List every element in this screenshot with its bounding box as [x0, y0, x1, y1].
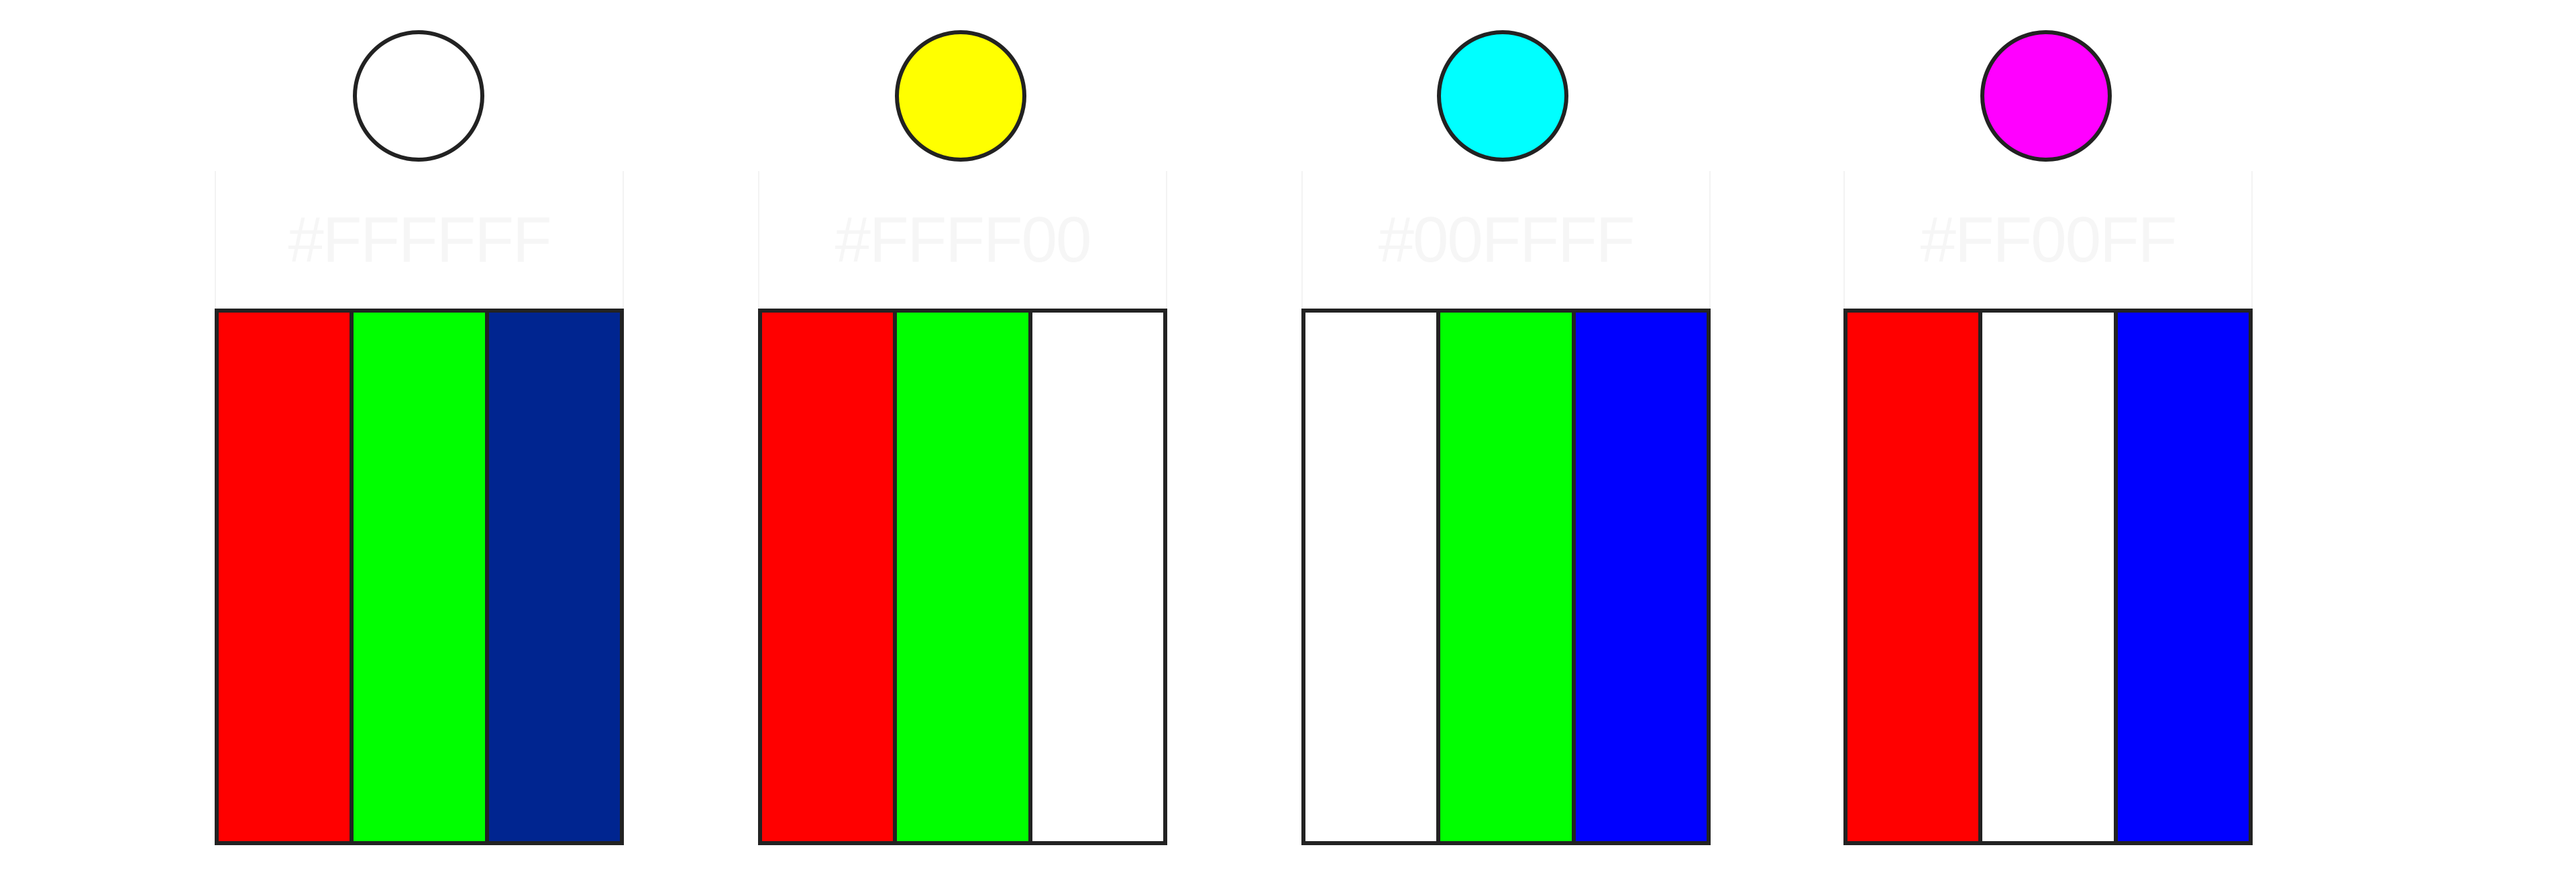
hex-label-box: #00FFFF [1301, 171, 1711, 309]
channel-bars [1843, 309, 2253, 845]
red-channel-bar [219, 313, 350, 841]
channel-bars [1301, 309, 1711, 845]
swatch-group-3: #00FFFF [1301, 0, 1717, 872]
swatch-group-4: #FF00FF [1843, 0, 2259, 872]
hex-label: #00FFFF [1378, 203, 1635, 276]
red-channel-bar [1847, 313, 1979, 841]
blue-channel-bar [1571, 313, 1707, 841]
color-circle [895, 30, 1026, 162]
color-circle [1437, 30, 1568, 162]
blue-channel-bar [484, 313, 620, 841]
green-channel-bar [1436, 313, 1572, 841]
color-circle [353, 30, 484, 162]
channel-bars [215, 309, 624, 845]
red-channel-bar [1305, 313, 1437, 841]
swatch-group-1: #FFFFFF [215, 0, 631, 872]
channel-bars [758, 309, 1167, 845]
color-circle [1980, 30, 2112, 162]
hex-label-box: #FFFF00 [758, 171, 1167, 309]
blue-channel-bar [1028, 313, 1163, 841]
swatch-group-2: #FFFF00 [758, 0, 1174, 872]
blue-channel-bar [2113, 313, 2249, 841]
hex-label: #FF00FF [1920, 203, 2178, 276]
green-channel-bar [350, 313, 485, 841]
green-channel-bar [893, 313, 1028, 841]
hex-label-box: #FF00FF [1843, 171, 2253, 309]
hex-label-box: #FFFFFF [215, 171, 624, 309]
hex-label: #FFFF00 [835, 203, 1092, 276]
red-channel-bar [762, 313, 894, 841]
green-channel-bar [1978, 313, 2114, 841]
hex-label: #FFFFFF [288, 203, 551, 276]
